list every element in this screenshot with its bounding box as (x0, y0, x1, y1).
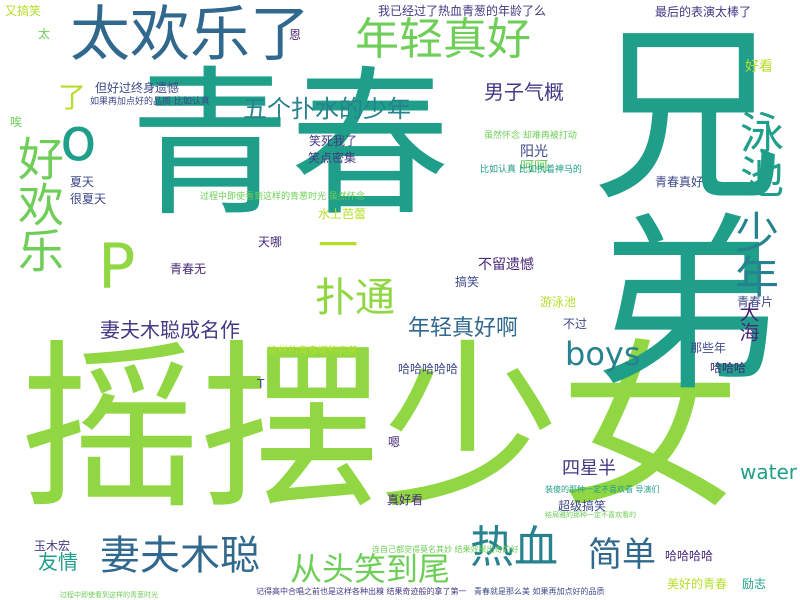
word-haokan: 好看 (745, 59, 773, 75)
word-biru-renzhen: 比如认真 比如执着神马的 (480, 165, 582, 175)
word-zhen-haokan: 真好看 (387, 493, 424, 507)
word-buguo: 不过 (563, 317, 588, 331)
word-yongchi: 泳池 (732, 110, 783, 198)
word-buliu-yihan: 不留遗憾 (478, 257, 534, 273)
word-sixing-ban: 四星半 (562, 458, 616, 479)
word-zuihou-biaoyan: 最后的表演太棒了 (655, 5, 752, 19)
word-shuishang-balei: 水上芭蕾 (318, 207, 367, 221)
word-tianna: 天哪 (258, 235, 283, 249)
word-xiaosi-wole: 笑死我了 (309, 134, 358, 148)
word-ai: 唉 (10, 115, 23, 129)
word-hen-xiatian: 很夏天 (70, 192, 107, 206)
word-guocheng-qingcong-2: 过程中即使看到这样的青葱时光 (60, 591, 158, 599)
word-hehe: 呵呵 (520, 159, 548, 175)
word-wuge-pushui: 五个扑水的少年 (243, 95, 411, 123)
word-le: 了 (58, 81, 87, 114)
word-en2: 嗯 (388, 435, 401, 449)
word-p: P (98, 230, 136, 303)
word-gaoxiao: 搞笑 (455, 275, 480, 289)
word-haode-pinzhi: 如果再加点好的品质 比如认真 (90, 97, 210, 107)
word-xiaodian-miji: 笑点密集 (308, 151, 357, 165)
word-yi: 一 (318, 223, 358, 269)
word-chaoji-gaoxiao: 超级搞笑 (558, 499, 607, 513)
word-qingchun-name-mei: 青春就是那么美 如果再加点好的品质 (474, 587, 605, 596)
word-youyongchi: 游泳池 (540, 295, 577, 309)
word-congtou-xiaodaowei: 从头笑到尾 (290, 550, 451, 588)
word-nianqing-zhenhao: 年轻真好 (355, 14, 531, 65)
word-t: T (257, 377, 265, 391)
word-nanzi-qigai: 男子气概 (484, 80, 564, 104)
word-tai: 太 (38, 27, 51, 41)
word-youqing: 友情 (38, 550, 78, 574)
word-jieju-ya: 结局雅的那种一定不喜欢看的 (545, 511, 636, 519)
word-qingchun-zhenhao: 青春真好 (655, 175, 704, 189)
word-rexue: 热血 (470, 522, 558, 573)
word-zhongshen-yihan: 但好过终身遗憾 (95, 81, 180, 95)
word-yumuhong: 玉木宏 (34, 539, 71, 553)
word-nianqing-zhenhao-a: 年轻真好啊 (408, 316, 519, 341)
word-tancheng-wanmei: 这样的青春堪称完美 (268, 346, 358, 357)
word-rexue-qingcong: 我已经过了热血青葱的年龄了么 (378, 4, 547, 18)
word-lian-ziji: 连自己都觉得莫名其妙 结果效果出奇的好 (372, 545, 519, 554)
word-you-gaoxiao: 又搞笑 (5, 4, 42, 18)
word-gaozhong-hechang: 记得高中合唱之前也是这样各种出糗 结果奇迹般的拿了第一 (256, 587, 467, 596)
word-qingchun-pian: 青春片 (737, 295, 774, 309)
word-xiatian: 夏天 (70, 175, 95, 189)
word-dahai: 大海 (736, 302, 760, 342)
word-hahaha-3: 哈哈哈 (710, 361, 747, 375)
word-qifumu-cong: 妻夫木聪 (100, 533, 260, 579)
word-shaonian: 少年 (727, 210, 778, 298)
word-hao-huanle: 好欢乐 (11, 135, 65, 273)
word-xiongdi: 兄弟 (560, 15, 781, 395)
word-naxie-nian: 那些年 (690, 341, 727, 355)
word-o: o (60, 105, 97, 175)
word-chengming-zuo: 妻夫木聪成名作 (100, 318, 240, 342)
word-qingchun-wu: 青春无 (170, 262, 207, 276)
word-meihao-qingchun: 美好的青春 (667, 577, 728, 591)
word-tai-huanle-le: 太欢乐了 (70, 0, 310, 70)
word-yangguang: 阳光 (520, 144, 548, 160)
word-zhuangsha: 装傻的那种一定不喜欢看 导演们 (545, 485, 660, 494)
word-qingchun: 青春 (130, 51, 451, 238)
word-en: 恩 (289, 28, 302, 42)
word-lizhi: 励志 (742, 577, 767, 591)
word-putong: 扑通 (315, 275, 395, 321)
word-boys: boys (565, 335, 641, 373)
word-hahaha-4: 哈哈哈哈 (665, 549, 714, 563)
word-guocheng-qingcong: 过程中即使看到这样的青葱时光 虽然怀念 (200, 192, 365, 202)
word-suiran-huainian: 虽然怀念 却难再被打动 (484, 131, 577, 141)
word-water: water (740, 460, 797, 484)
word-yaobai-shaonv: 摇摆少女 (20, 325, 741, 534)
word-hahaha-5: 哈哈哈哈哈 (398, 362, 459, 376)
word-jiandan: 简单 (588, 535, 656, 575)
